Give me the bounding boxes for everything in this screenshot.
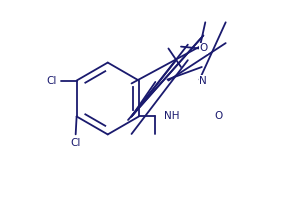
Text: NH: NH: [164, 112, 180, 122]
Text: Cl: Cl: [71, 138, 81, 148]
Text: O: O: [214, 112, 222, 122]
Text: O: O: [199, 44, 208, 54]
Text: Cl: Cl: [47, 75, 57, 85]
Text: N: N: [199, 75, 207, 85]
